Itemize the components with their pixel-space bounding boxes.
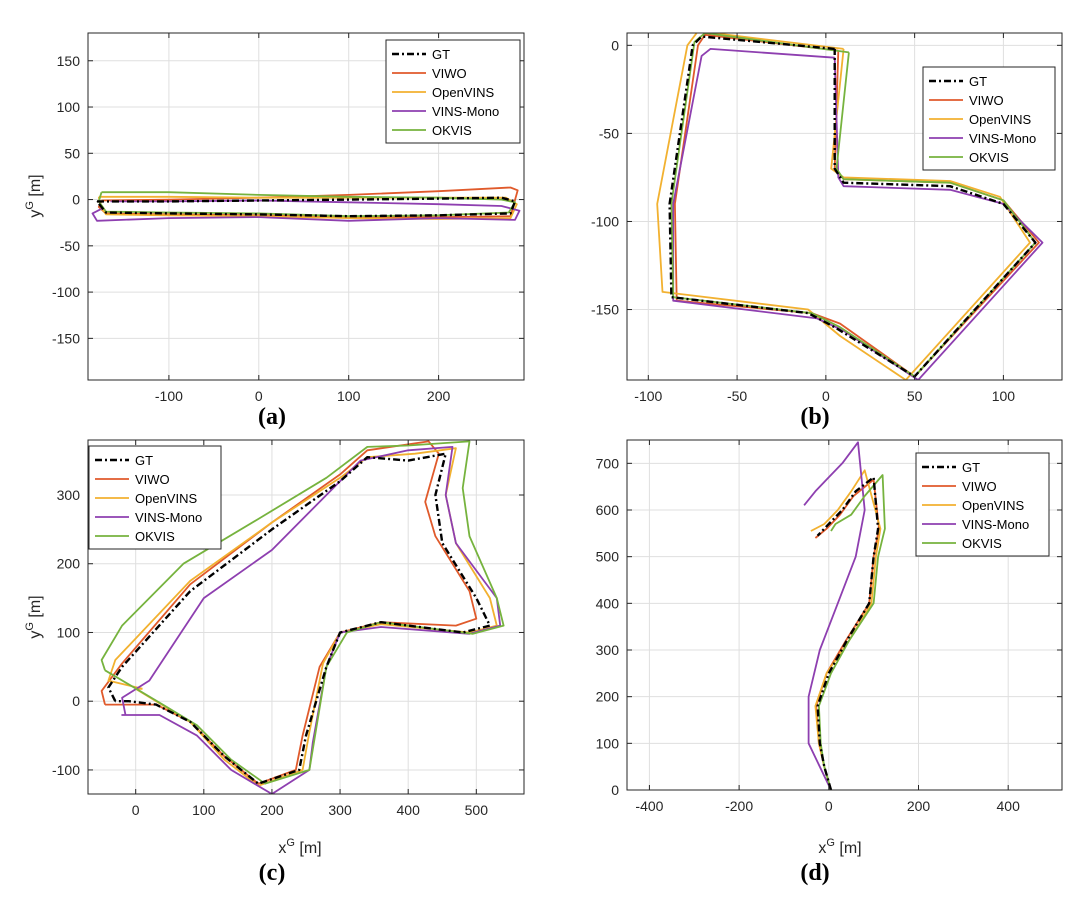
legend-label: GT bbox=[432, 47, 450, 62]
x-tick-label: 500 bbox=[465, 802, 489, 818]
legend-label: VINS-Mono bbox=[432, 104, 499, 119]
legend-label: VINS-Mono bbox=[962, 517, 1029, 532]
y-tick-label: 0 bbox=[611, 782, 619, 798]
axes-frame bbox=[626, 32, 1063, 381]
legend-label: OKVIS bbox=[135, 529, 175, 544]
series-okvis bbox=[100, 440, 505, 785]
axes-frame bbox=[87, 32, 525, 381]
y-tick-label: 100 bbox=[57, 99, 81, 115]
panel-caption: (b) bbox=[800, 404, 829, 430]
x-tick-label: 0 bbox=[132, 802, 140, 818]
x-tick-label: 400 bbox=[397, 802, 421, 818]
legend-box bbox=[915, 452, 1050, 557]
series-okvis bbox=[818, 474, 886, 790]
legend-label: VIWO bbox=[969, 93, 1004, 108]
chart-b: -100 -50 0 50 100-150-100-500(b)GTVIWOOpenVI… bbox=[591, 32, 1063, 430]
x-axis-label: xG [m] bbox=[278, 837, 321, 857]
x-tick-label: -100 bbox=[634, 388, 662, 404]
legend-label: GT bbox=[969, 74, 987, 89]
chart-d: -400 -200 0 200 400 0 100 200 300 400 500 600 700 (d)… bbox=[596, 439, 1063, 886]
series-openvins bbox=[810, 469, 882, 790]
y-axis-label: yG [m] bbox=[24, 595, 44, 638]
y-tick-label: 300 bbox=[596, 642, 620, 658]
series-gt bbox=[107, 452, 492, 785]
legend-label: VIWO bbox=[962, 479, 997, 494]
x-tick-label: 100 bbox=[192, 802, 216, 818]
legend-label: OKVIS bbox=[969, 150, 1009, 165]
x-tick-label: 200 bbox=[907, 798, 931, 814]
y-tick-label: 300 bbox=[57, 487, 81, 503]
axes-frame bbox=[626, 439, 1063, 791]
legend-label: OKVIS bbox=[962, 536, 1002, 551]
legend: GT VIWO OpenVINS VINS-Mono OKVIS bbox=[915, 452, 1050, 557]
legend: GT VIWO OpenVINS VINS-Mono OKVIS bbox=[88, 445, 222, 550]
panel-caption: (c) bbox=[259, 860, 286, 886]
legend-label: OpenVINS bbox=[969, 112, 1031, 127]
x-tick-label: 400 bbox=[997, 798, 1021, 814]
legend-label: GT bbox=[135, 453, 153, 468]
x-axis-label: xG [m] bbox=[818, 837, 861, 857]
x-tick-label: -50 bbox=[727, 388, 747, 404]
legend-label: OpenVINS bbox=[962, 498, 1024, 513]
chart-a: -100 0 100 200 -150 -100 -50 0 50 100 150 (a) GT VIWO… bbox=[52, 32, 525, 430]
series-gt bbox=[96, 196, 517, 218]
legend-label: VINS-Mono bbox=[135, 510, 202, 525]
series-openvins bbox=[97, 195, 518, 220]
legend-label: GT bbox=[962, 460, 980, 475]
x-tick-label: 0 bbox=[825, 798, 833, 814]
y-axis-label: yG [m] bbox=[24, 174, 44, 217]
y-tick-label: 200 bbox=[596, 689, 620, 705]
y-tick-label: 200 bbox=[57, 556, 81, 572]
y-tick-label: 50 bbox=[64, 145, 80, 161]
y-tick-label: -150 bbox=[591, 302, 619, 318]
y-tick-label: 600 bbox=[596, 502, 620, 518]
legend: GT VIWO OpenVINS VINS-Mono OKVIS bbox=[922, 66, 1056, 171]
legend-label: OpenVINS bbox=[135, 491, 197, 506]
x-tick-label: -100 bbox=[155, 388, 183, 404]
y-tick-label: -50 bbox=[599, 125, 619, 141]
x-tick-label: 0 bbox=[255, 388, 263, 404]
legend-label: VINS-Mono bbox=[969, 131, 1036, 146]
x-tick-label: -200 bbox=[725, 798, 753, 814]
axes-frame bbox=[87, 439, 525, 795]
y-tick-label: 0 bbox=[72, 693, 80, 709]
legend-label: OpenVINS bbox=[432, 85, 494, 100]
y-tick-label: -100 bbox=[52, 762, 80, 778]
y-tick-label: 0 bbox=[72, 192, 80, 208]
panel-caption: (a) bbox=[258, 404, 286, 430]
y-tick-label: -100 bbox=[591, 213, 619, 229]
y-tick-label: -100 bbox=[52, 284, 80, 300]
series-gt bbox=[668, 35, 1037, 378]
x-tick-label: 200 bbox=[427, 388, 451, 404]
x-tick-label: -400 bbox=[635, 798, 663, 814]
y-tick-label: 100 bbox=[596, 735, 620, 751]
series-okvis bbox=[670, 33, 1037, 378]
y-tick-label: 400 bbox=[596, 595, 620, 611]
chart-c: 0 100 200 300 400 500 -100 0 100 200 300 (c) GT VIWO O… bbox=[52, 439, 525, 886]
legend-label: VIWO bbox=[432, 66, 467, 81]
y-tick-label: -50 bbox=[60, 238, 80, 254]
y-tick-label: 0 bbox=[611, 37, 619, 53]
panel-caption: (d) bbox=[800, 860, 829, 886]
y-tick-label: 500 bbox=[596, 549, 620, 565]
y-tick-label: 150 bbox=[57, 53, 81, 69]
legend-label: OKVIS bbox=[432, 123, 472, 138]
y-tick-label: -150 bbox=[52, 330, 80, 346]
legend: GT VIWO OpenVINS VINS-Mono OKVIS bbox=[385, 39, 521, 144]
x-tick-label: 300 bbox=[328, 802, 352, 818]
x-tick-label: 200 bbox=[260, 802, 284, 818]
x-tick-label: 100 bbox=[992, 388, 1016, 404]
series-openvins bbox=[656, 33, 1031, 380]
x-tick-label: 100 bbox=[337, 388, 361, 404]
y-tick-label: 700 bbox=[596, 455, 620, 471]
x-tick-label: 50 bbox=[907, 388, 923, 404]
legend-box bbox=[88, 445, 222, 550]
legend-label: VIWO bbox=[135, 472, 170, 487]
series-vins-mono bbox=[803, 441, 866, 790]
x-tick-label: 0 bbox=[822, 388, 830, 404]
y-tick-label: 100 bbox=[57, 624, 81, 640]
